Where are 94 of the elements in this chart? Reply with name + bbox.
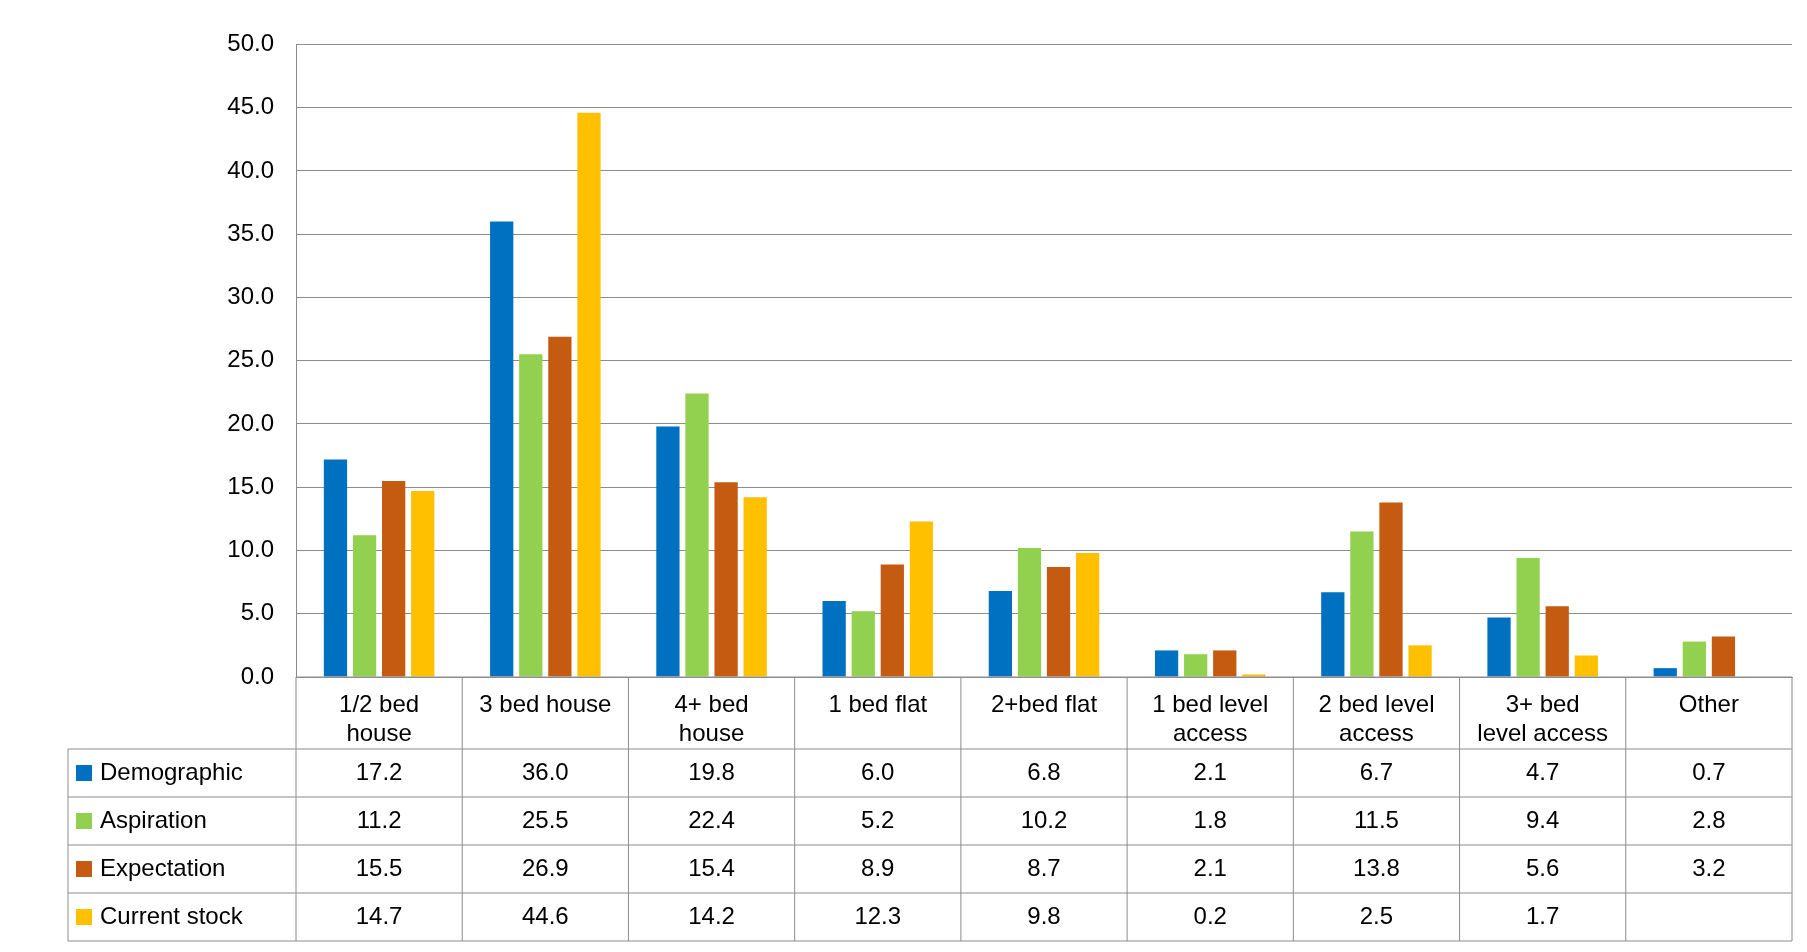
x-tick-label: 1 bed level access — [1152, 690, 1269, 746]
bar — [548, 336, 572, 677]
data-label: 1.7 — [1525, 901, 1560, 929]
bar — [1184, 654, 1208, 677]
data-label: 11.2 — [356, 805, 402, 833]
data-label: 6.8 — [1027, 757, 1061, 785]
bar — [519, 354, 543, 677]
data-label: 9.8 — [1027, 901, 1061, 929]
data-label: 0.2 — [1193, 901, 1227, 929]
bar — [1487, 617, 1511, 677]
bar — [382, 480, 406, 677]
bar — [352, 535, 377, 677]
bar — [1046, 566, 1071, 677]
x-tick-label: 3 bed house — [479, 690, 612, 718]
bar — [714, 482, 738, 677]
y-tick-label: 40.0 — [227, 155, 274, 183]
data-label: 9.4 — [1525, 805, 1560, 833]
data-label: 3.2 — [1692, 853, 1726, 881]
bar — [323, 459, 348, 677]
bar — [1682, 641, 1706, 677]
data-label: 6.7 — [1359, 757, 1394, 785]
legend-label: Demographic — [100, 757, 243, 785]
x-tick-label: 1/2 bed house — [339, 690, 420, 746]
data-label: 26.9 — [521, 853, 569, 881]
data-label: 5.6 — [1525, 853, 1560, 881]
bar — [1711, 636, 1736, 677]
bar — [577, 112, 601, 677]
y-tick-label: 35.0 — [227, 218, 274, 246]
data-label: 17.2 — [355, 757, 403, 785]
bar — [1242, 674, 1266, 677]
bar — [1350, 531, 1374, 677]
bar — [656, 426, 680, 677]
x-tick-label: Other — [1678, 690, 1739, 718]
y-tick-label: 50.0 — [227, 29, 274, 57]
bar — [988, 590, 1012, 677]
bar — [1379, 502, 1403, 677]
data-label: 5.2 — [861, 805, 895, 833]
x-tick-label: 2+bed flat — [990, 690, 1098, 718]
bar — [1516, 558, 1540, 677]
bar — [1321, 592, 1345, 677]
bar — [1653, 668, 1677, 677]
x-tick-label: 4+ bed house — [674, 690, 749, 746]
data-label: 8.9 — [861, 853, 895, 881]
bar — [880, 564, 904, 677]
y-tick-label: 10.0 — [227, 535, 274, 563]
data-label: 1.8 — [1193, 805, 1227, 833]
data-label: 4.7 — [1525, 757, 1560, 785]
legend-label: Expectation — [100, 853, 226, 881]
bar — [1213, 650, 1237, 677]
y-tick-label: 0.0 — [240, 661, 274, 689]
y-tick-label: 15.0 — [227, 471, 274, 499]
data-label: 2.5 — [1359, 901, 1394, 929]
legend-label: Aspiration — [100, 805, 207, 833]
x-tick-label: 2 bed level access — [1318, 690, 1435, 746]
bar — [909, 521, 934, 677]
data-label: 11.5 — [1353, 805, 1399, 833]
data-label: 14.2 — [688, 901, 735, 929]
bar — [851, 611, 875, 677]
data-label: 2.8 — [1692, 805, 1726, 833]
legend-label: Current stock — [100, 901, 244, 929]
y-tick-label: 45.0 — [227, 92, 274, 120]
bar — [1076, 553, 1100, 677]
x-tick-label: 3+ bed level access — [1477, 690, 1609, 746]
bar — [685, 393, 709, 677]
data-label: 22.4 — [688, 805, 735, 833]
bar — [1545, 606, 1569, 677]
bar — [411, 491, 435, 677]
data-label: 8.7 — [1027, 853, 1061, 881]
y-tick-label: 25.0 — [227, 345, 274, 373]
bar — [1574, 655, 1598, 677]
data-label: 36.0 — [521, 757, 569, 785]
bar — [490, 221, 514, 677]
data-label: 2.1 — [1193, 853, 1227, 881]
data-label: 25.5 — [521, 805, 569, 833]
bar — [1408, 645, 1432, 677]
data-label: 19.8 — [688, 757, 735, 785]
data-label: 10.2 — [1020, 805, 1068, 833]
bar — [743, 497, 767, 677]
data-label: 0.7 — [1692, 757, 1726, 785]
bar — [1017, 547, 1042, 677]
data-label: 13.8 — [1353, 853, 1400, 881]
bar — [822, 601, 846, 677]
y-tick-label: 30.0 — [227, 282, 274, 310]
data-label: 6.0 — [861, 757, 895, 785]
data-label: 15.5 — [355, 853, 403, 881]
y-tick-label: 20.0 — [227, 408, 274, 436]
data-label: 15.4 — [688, 853, 735, 881]
y-tick-label: 5.0 — [240, 598, 274, 626]
data-label: 44.6 — [521, 901, 569, 929]
data-label: 2.1 — [1193, 757, 1227, 785]
x-tick-label: 1 bed flat — [828, 690, 928, 718]
bar — [1154, 650, 1179, 677]
data-label: 14.7 — [355, 901, 403, 929]
data-label: 12.3 — [854, 901, 902, 929]
